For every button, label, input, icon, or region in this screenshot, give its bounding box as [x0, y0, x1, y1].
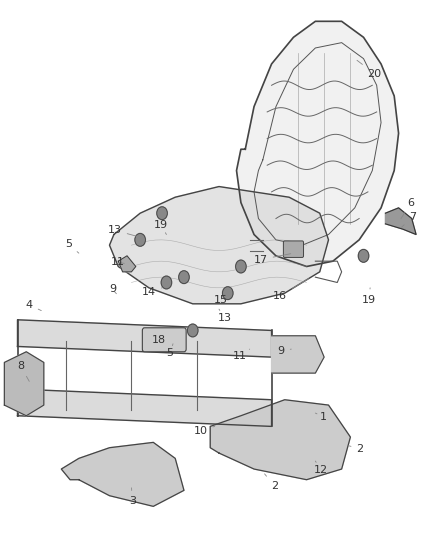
Text: 14: 14 — [142, 287, 162, 296]
Circle shape — [179, 271, 189, 284]
Polygon shape — [237, 21, 399, 266]
Polygon shape — [61, 442, 184, 506]
Text: 2: 2 — [349, 444, 364, 454]
Text: 11: 11 — [110, 257, 124, 267]
Circle shape — [135, 233, 145, 246]
Polygon shape — [272, 336, 324, 373]
Text: 19: 19 — [362, 288, 376, 304]
Circle shape — [236, 260, 246, 273]
Text: 9: 9 — [109, 285, 117, 294]
Polygon shape — [110, 187, 328, 304]
Text: 16: 16 — [273, 279, 309, 301]
Text: 11: 11 — [233, 349, 250, 361]
Circle shape — [157, 207, 167, 220]
Text: 13: 13 — [218, 309, 232, 323]
Polygon shape — [18, 389, 272, 426]
Text: 6: 6 — [401, 198, 414, 219]
Text: 8: 8 — [17, 361, 29, 381]
Circle shape — [161, 276, 172, 289]
Polygon shape — [385, 208, 416, 235]
Text: 2: 2 — [265, 474, 278, 491]
Polygon shape — [18, 320, 272, 357]
Text: 9: 9 — [278, 346, 291, 356]
Text: 5: 5 — [166, 344, 173, 358]
Text: 7: 7 — [402, 212, 416, 227]
Polygon shape — [4, 352, 44, 416]
Text: 19: 19 — [154, 220, 168, 235]
Text: 15: 15 — [214, 290, 228, 305]
Text: 3: 3 — [129, 488, 136, 506]
Text: 17: 17 — [254, 254, 291, 264]
Polygon shape — [118, 256, 136, 272]
Text: 20: 20 — [357, 60, 381, 78]
Circle shape — [187, 324, 198, 337]
Polygon shape — [210, 400, 350, 480]
Text: 5: 5 — [65, 239, 79, 253]
Text: 10: 10 — [194, 426, 215, 435]
FancyBboxPatch shape — [283, 241, 304, 257]
Text: 12: 12 — [314, 461, 328, 475]
Text: 18: 18 — [152, 335, 166, 345]
Circle shape — [358, 249, 369, 262]
FancyBboxPatch shape — [142, 328, 186, 352]
Circle shape — [223, 287, 233, 300]
Text: 13: 13 — [108, 225, 138, 237]
Text: 1: 1 — [315, 412, 327, 422]
Text: 4: 4 — [26, 300, 41, 311]
